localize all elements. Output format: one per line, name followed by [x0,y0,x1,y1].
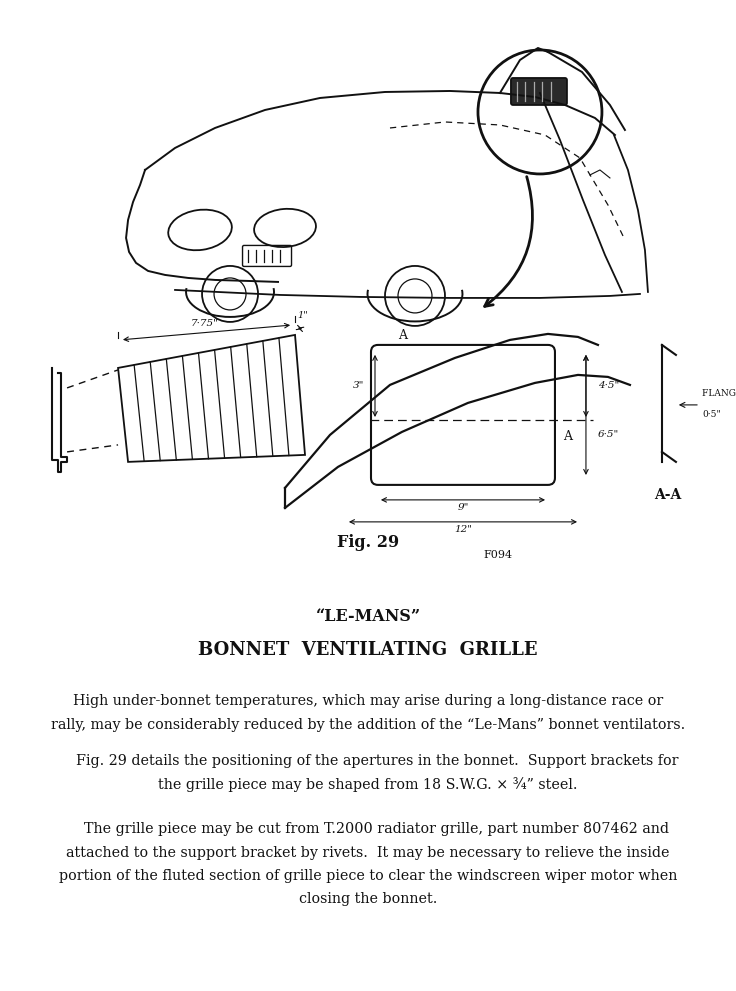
Text: 12": 12" [454,525,472,534]
Text: 0·5": 0·5" [702,410,721,419]
Text: A: A [564,430,573,443]
FancyBboxPatch shape [511,78,567,105]
Text: attached to the support bracket by rivets.  It may be necessary to relieve the i: attached to the support bracket by rivet… [66,845,670,859]
Text: 1": 1" [297,311,308,320]
Text: the grille piece may be shaped from 18 S.W.G. × ¾” steel.: the grille piece may be shaped from 18 S… [158,777,578,792]
Text: BONNET  VENTILATING  GRILLE: BONNET VENTILATING GRILLE [198,641,538,659]
Text: 9": 9" [457,502,469,512]
Text: rally, may be considerably reduced by the addition of the “Le-Mans” bonnet venti: rally, may be considerably reduced by th… [51,717,685,731]
Text: Fig. 29: Fig. 29 [337,534,399,551]
Text: “LE-MANS”: “LE-MANS” [316,607,420,624]
Text: FLANGE INWARD: FLANGE INWARD [702,388,736,398]
Text: Fig. 29 details the positioning of the apertures in the bonnet.  Support bracket: Fig. 29 details the positioning of the a… [57,754,679,768]
Text: 6·5": 6·5" [598,430,619,439]
Text: F094: F094 [484,550,512,560]
Text: High under-bonnet temperatures, which may arise during a long-distance race or: High under-bonnet temperatures, which ma… [73,695,663,709]
Text: 3": 3" [353,382,364,390]
Text: A-A: A-A [654,488,682,501]
Text: portion of the fluted section of grille piece to clear the windscreen wiper moto: portion of the fluted section of grille … [59,869,677,883]
Text: closing the bonnet.: closing the bonnet. [299,892,437,907]
Text: The grille piece may be cut from T.2000 radiator grille, part number 807462 and: The grille piece may be cut from T.2000 … [66,823,670,836]
Text: 7·75": 7·75" [191,319,219,328]
Text: A: A [398,329,408,342]
Text: 4·5": 4·5" [598,382,619,390]
